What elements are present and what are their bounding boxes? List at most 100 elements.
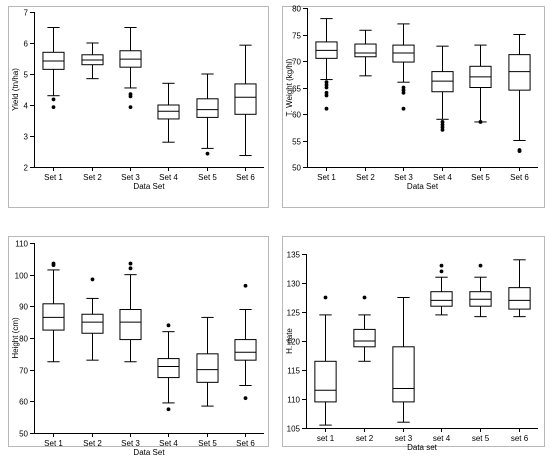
outlier-point (243, 396, 248, 401)
box-plot-set-4 (431, 45, 454, 132)
y-tick-label: 70 (19, 367, 28, 376)
y-tick-label: 5 (24, 71, 29, 80)
iqr-box (508, 287, 531, 310)
iqr-box (157, 104, 180, 120)
outlier-point (166, 323, 171, 328)
outlier-point (439, 263, 444, 268)
x-tick-label: Set 5 (198, 439, 217, 448)
iqr-box (314, 360, 337, 403)
box-plot-set-3 (392, 297, 415, 423)
x-tick-label: Set 4 (433, 173, 452, 182)
iqr-box (353, 328, 376, 348)
y-tick-label: 135 (287, 251, 301, 260)
chart-panel-height: 50 60 70 80 90 100 110 Set 1 Set 2 Set 3 Set 4 Set … (8, 236, 269, 457)
outlier-point (51, 261, 56, 266)
y-tick-label: 110 (15, 240, 28, 249)
iqr-box (196, 98, 219, 118)
outlier-point (323, 295, 328, 300)
x-tick-label: Set 2 (83, 173, 102, 182)
x-tick-label: Set 1 (44, 439, 63, 448)
box-plot-set-1 (315, 18, 338, 111)
y-tick-label: 130 (287, 280, 301, 289)
y-tick-label: 70 (292, 58, 301, 67)
iqr-box (119, 309, 142, 341)
y-tick-label: 100 (15, 272, 29, 281)
box-plot-set-5 (469, 44, 492, 124)
y-tick-label: 120 (287, 338, 301, 347)
x-tick-label: Set 6 (236, 439, 255, 448)
y-tick-label: 2 (24, 164, 29, 173)
x-tick-label: Set 6 (236, 173, 255, 182)
box-plot-set-5 (196, 316, 219, 407)
y-tick-label: 75 (292, 32, 301, 41)
y-axis-title: Yield (tn/ha) (11, 68, 20, 111)
outlier-point (324, 85, 329, 90)
outlier-point (243, 283, 248, 288)
y-tick-label: 6 (24, 40, 29, 49)
y-tick-label: 55 (292, 138, 301, 147)
y-axis-title: H. date (285, 328, 294, 354)
iqr-box (196, 353, 219, 383)
y-tick-label: 7 (24, 9, 29, 18)
x-tick-label: Set 2 (356, 173, 375, 182)
y-tick-label: 60 (19, 398, 28, 407)
box-plot-set-6 (508, 259, 531, 318)
box-plot-set-2 (353, 295, 376, 362)
outlier-point (128, 266, 133, 271)
x-axis-title: Data Set (133, 182, 165, 191)
x-tick-label: set 5 (472, 434, 490, 443)
box-plot-set-3 (119, 27, 142, 110)
iqr-box (157, 358, 180, 379)
x-tick-label: Set 4 (159, 173, 178, 182)
iqr-box (430, 291, 453, 307)
outlier-point (517, 149, 522, 154)
y-tick-label: 125 (287, 309, 301, 318)
x-tick-label: set 6 (511, 434, 529, 443)
panel-frame (8, 236, 269, 447)
outlier-point (401, 88, 406, 93)
iqr-box (392, 346, 415, 403)
outlier-point (205, 151, 210, 156)
box-plot-set-4 (157, 82, 180, 143)
outlier-point (440, 120, 445, 124)
outlier-point (324, 80, 329, 85)
outlier-point (324, 106, 329, 111)
x-tick-label: set 2 (356, 434, 374, 443)
x-axis-title: Data set (407, 443, 438, 452)
outlier-point (324, 90, 329, 95)
panel-frame (282, 236, 545, 447)
x-tick-label: Set 5 (471, 173, 490, 182)
box-plot-set-6 (508, 34, 531, 154)
box-plot-set-5 (196, 73, 219, 156)
outlier-point (440, 125, 445, 130)
box-plot-set-3 (392, 23, 415, 111)
y-tick-label: 115 (287, 367, 300, 376)
box-plot-set-1 (42, 27, 65, 110)
x-tick-label: Set 6 (510, 173, 529, 182)
box-plot-set-1 (314, 295, 337, 426)
x-tick-label: Set 1 (317, 173, 336, 182)
outlier-point (401, 85, 406, 90)
outlier-point (401, 90, 406, 95)
x-tick-label: set 1 (317, 434, 335, 443)
x-tick-label: Set 5 (198, 173, 217, 182)
outlier-point (440, 122, 445, 127)
y-tick-label: 105 (287, 425, 301, 434)
panel-frame (8, 6, 269, 208)
chart-panel-heading-date: 105 110 115 120 125 130 135 set 1 set 2 set 3 set … (282, 236, 545, 452)
y-tick-label: 65 (292, 85, 301, 94)
box-plot-set-2 (354, 29, 377, 77)
y-tick-label: 90 (19, 303, 28, 312)
box-plot-set-3 (119, 261, 142, 363)
y-axis-title: T. Weight (kg/hl) (285, 58, 294, 116)
chart-panel-test-weight: 50 55 60 65 70 75 80 Set 1 Set 2 Set 3 Set 4 Set 5 S… (282, 5, 545, 208)
y-axis-title: Height (cm) (11, 317, 20, 359)
outlier-point (128, 261, 133, 266)
box-plot-set-6 (234, 44, 257, 157)
box-plot-set-5 (469, 263, 492, 318)
box-plot-set-2 (81, 42, 104, 80)
outlier-point (478, 263, 483, 268)
y-tick-label: 50 (292, 164, 301, 173)
iqr-box (81, 313, 104, 334)
